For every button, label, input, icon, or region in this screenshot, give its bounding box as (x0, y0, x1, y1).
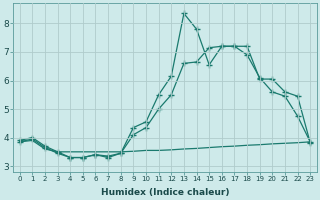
X-axis label: Humidex (Indice chaleur): Humidex (Indice chaleur) (101, 188, 229, 197)
